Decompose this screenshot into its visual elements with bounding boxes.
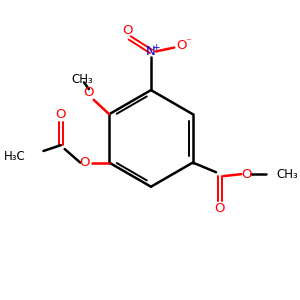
Text: +: + <box>152 43 160 52</box>
Text: O: O <box>214 202 225 215</box>
Text: H₃C: H₃C <box>4 150 26 163</box>
Text: O: O <box>56 108 66 121</box>
Text: CH₃: CH₃ <box>276 168 298 181</box>
Text: O: O <box>177 39 187 52</box>
Text: ⁻: ⁻ <box>186 37 192 47</box>
Text: CH₃: CH₃ <box>71 73 93 86</box>
Text: O: O <box>242 168 252 181</box>
Text: N: N <box>146 45 156 58</box>
Text: O: O <box>122 24 133 37</box>
Text: O: O <box>80 156 90 169</box>
Text: O: O <box>84 86 94 100</box>
